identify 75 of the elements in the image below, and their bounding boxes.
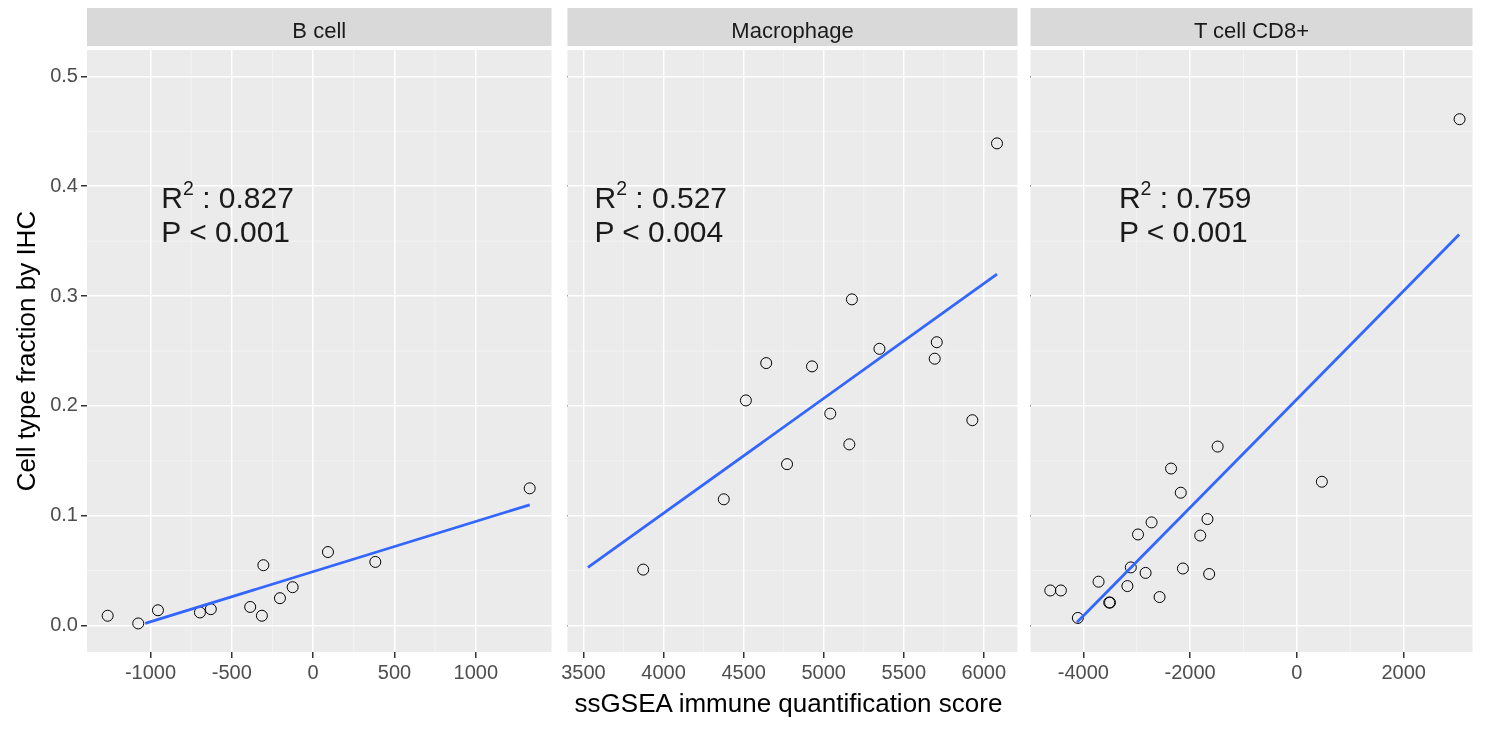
point (244, 600, 257, 613)
point (1124, 561, 1137, 574)
point (1139, 566, 1152, 579)
x-tick-label: 6000 (961, 660, 1007, 683)
point (637, 563, 650, 576)
point (760, 357, 773, 370)
x-tick-label: 500 (377, 660, 412, 683)
point (523, 482, 536, 495)
point (843, 438, 856, 451)
point (204, 603, 217, 616)
point (369, 555, 382, 568)
annotation: P < 0.004 (594, 215, 724, 248)
x-tick-label: 2000 (1381, 660, 1426, 683)
x-tick-label: 1000 (453, 660, 499, 683)
point (1054, 584, 1067, 597)
point (991, 137, 1003, 150)
point (845, 293, 858, 306)
x-tick-label: 5500 (881, 660, 927, 683)
point (1201, 513, 1214, 526)
x-axis-title: ssGSEA immune quantification score (573, 688, 1004, 718)
y-tick-label: 0.4 (50, 173, 78, 196)
point (1092, 575, 1105, 588)
x-tick-label: 3500 (561, 660, 606, 683)
x-tick-label: -2000 (1164, 660, 1216, 683)
point (257, 559, 270, 572)
point (1315, 475, 1328, 488)
point (273, 592, 286, 605)
x-tick-label: -500 (211, 660, 252, 683)
point (824, 407, 837, 420)
point (1211, 440, 1224, 453)
point (1044, 584, 1057, 597)
y-tick-label: 0.1 (50, 503, 78, 526)
point (873, 342, 886, 355)
x-tick-label: -1000 (124, 660, 177, 683)
point (1203, 568, 1216, 580)
point (321, 546, 334, 559)
point (928, 352, 941, 365)
point (101, 609, 114, 622)
y-tick-label: 0.0 (50, 613, 78, 636)
point (1194, 529, 1207, 542)
point (286, 581, 299, 594)
point (1176, 562, 1189, 575)
point (1121, 580, 1134, 593)
chart-title: Macrophage (731, 18, 854, 43)
chart-title: B cell (292, 18, 347, 43)
point (930, 336, 943, 349)
point (1153, 591, 1166, 604)
chart-title: T cell CD8+ (1193, 18, 1310, 43)
annotation: P < 0.001 (161, 215, 291, 248)
y-axis-title: Cell type fraction by IHC (10, 210, 41, 492)
y-tick-label: 0.3 (50, 283, 78, 306)
y-tick-label: 0.2 (50, 393, 78, 416)
point (1145, 516, 1158, 529)
x-tick-label: 0 (307, 660, 319, 683)
point (966, 414, 979, 427)
point (1132, 528, 1145, 541)
x-tick-label: 4000 (641, 660, 686, 683)
point (193, 606, 206, 619)
point (151, 604, 164, 617)
point (717, 493, 730, 506)
point (806, 360, 819, 373)
point (132, 617, 145, 630)
point (1174, 486, 1187, 499)
point (739, 394, 752, 407)
x-tick-label: 0 (1291, 660, 1303, 683)
point (1165, 462, 1178, 475)
x-tick-label: -4000 (1057, 660, 1109, 683)
y-tick-label: 0.5 (50, 63, 78, 86)
point (1071, 611, 1084, 624)
point (255, 609, 268, 622)
point (781, 458, 794, 471)
point (1453, 113, 1466, 126)
x-tick-label: 4500 (721, 660, 766, 683)
x-tick-label: 5000 (801, 660, 846, 683)
annotation: P < 0.001 (1118, 215, 1248, 248)
